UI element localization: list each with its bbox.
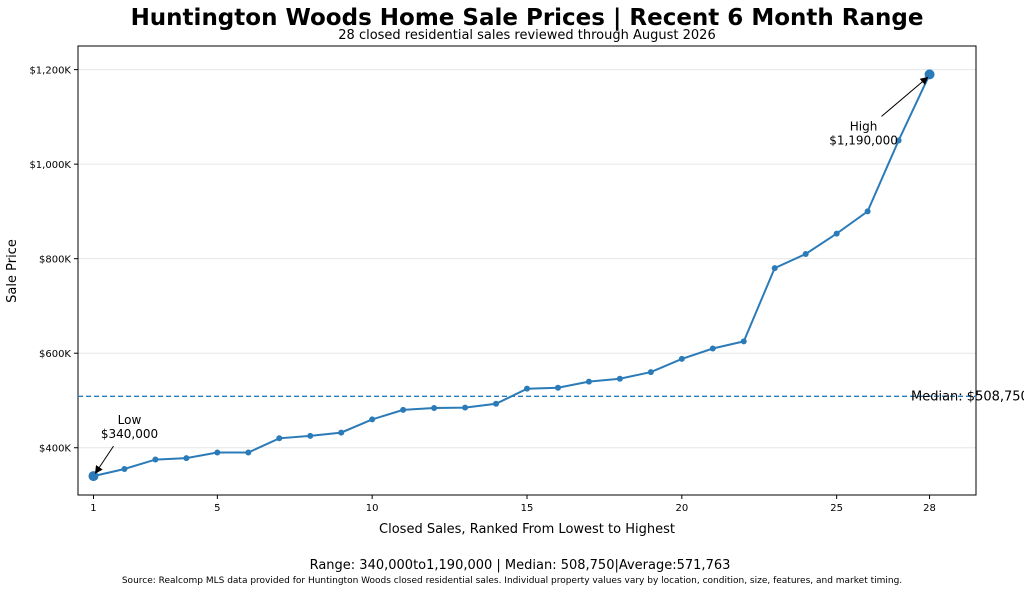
gridlines [78,69,976,449]
data-point [678,355,685,362]
summary-line: Range: 340,000to1,190,000 | Median: 508,… [310,558,731,573]
low-annotation-label: Low [118,413,142,427]
y-tick-label: $1,200K [29,66,71,77]
median-label: Median: $508,750 [911,389,1024,404]
data-point [462,404,469,411]
data-point [245,449,252,456]
y-tick-label: $1,000K [29,160,71,171]
data-point [121,466,128,473]
data-point [554,384,561,391]
series-line [93,73,931,478]
low-annotation-value: $340,000 [101,427,158,441]
data-point [493,400,500,407]
data-point [833,230,840,237]
data-points [88,69,935,482]
high-annotation-label: High [850,119,878,133]
data-point [276,435,283,442]
data-point [771,265,778,272]
y-axis: $400K $600K $800K $1,000K $1,200K [29,66,78,455]
data-point [895,137,902,144]
high-annotation-value: $1,190,000 [829,133,898,147]
x-axis-label: Closed Sales, Ranked From Lowest to High… [379,522,675,537]
y-axis-label: Sale Price [5,239,20,303]
x-tick-label: 15 [521,503,534,514]
chart-title: Huntington Woods Home Sale Prices | Rece… [131,5,924,31]
data-point [400,406,407,413]
data-point [369,416,376,423]
low-annotation-arrow [94,445,114,474]
data-point [647,369,654,376]
high-annotation-arrow [881,76,929,117]
annotations: Low$340,000 High$1,190,000 [94,76,929,474]
data-point [585,378,592,385]
x-tick-label: 20 [675,503,688,514]
data-point [431,405,438,412]
x-tick-label: 1 [90,503,96,514]
data-point [740,338,747,345]
data-point [88,471,99,482]
data-point [709,345,716,352]
x-tick-label: 10 [366,503,379,514]
data-point [524,385,530,392]
plot-area [77,45,977,496]
data-point [152,456,159,463]
data-point [338,429,345,436]
source-note: Source: Realcomp MLS data provided for H… [122,576,902,586]
data-point [307,432,314,439]
data-point [802,250,809,257]
x-tick-label: 28 [923,503,936,514]
chart-subtitle: 28 closed residential sales reviewed thr… [338,28,715,43]
x-tick-label: 5 [214,503,220,514]
data-point [616,375,623,382]
data-point [924,69,935,80]
y-tick-label: $600K [39,349,71,360]
data-point [214,449,221,456]
y-tick-label: $800K [39,255,71,266]
y-tick-label: $400K [39,444,71,455]
x-axis: 1 5 10 15 20 25 28 [90,495,936,514]
data-point [183,455,190,462]
data-point [864,208,871,215]
x-tick-label: 25 [830,503,843,514]
